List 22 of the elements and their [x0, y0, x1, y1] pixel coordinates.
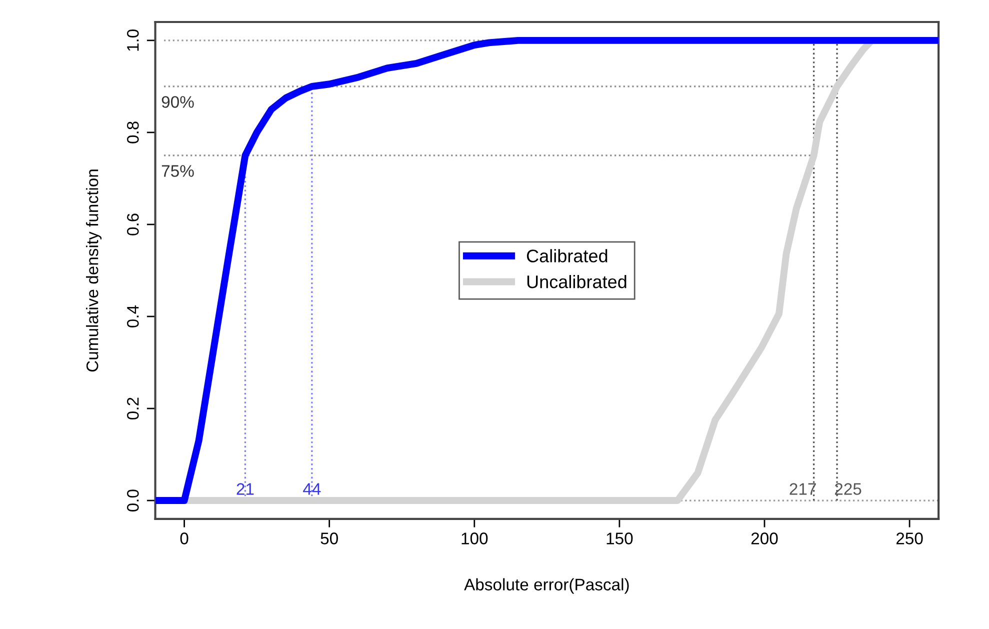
legend-label: Uncalibrated [527, 274, 626, 288]
y-tick-label: 0.2 [126, 398, 139, 420]
y-tick-label: 0.6 [126, 214, 139, 236]
x-tick-label: 250 [896, 532, 923, 544]
y-axis-title: Cumulative density function [86, 170, 102, 372]
ref-line-label: 225 [834, 483, 862, 495]
ref-line-label: 75% [162, 165, 194, 177]
x-tick-label: 150 [606, 532, 633, 544]
y-tick-label: 0.8 [126, 122, 139, 144]
ref-line-label: 21 [236, 483, 254, 495]
ref-line-label: 44 [303, 483, 321, 495]
y-tick-label: 0.0 [126, 490, 139, 512]
x-axis-title: Absolute error(Pascal) [464, 578, 629, 594]
legend-label: Calibrated [526, 249, 608, 262]
x-tick-label: 200 [751, 532, 778, 544]
y-tick-label: 1.0 [126, 29, 139, 51]
x-tick-label: 0 [180, 532, 188, 544]
ref-line-label: 90% [162, 96, 194, 108]
ref-line-label: 217 [790, 483, 816, 495]
y-tick-label: 0.4 [126, 305, 139, 328]
x-tick-label: 100 [462, 532, 488, 544]
x-tick-label: 50 [320, 532, 338, 544]
